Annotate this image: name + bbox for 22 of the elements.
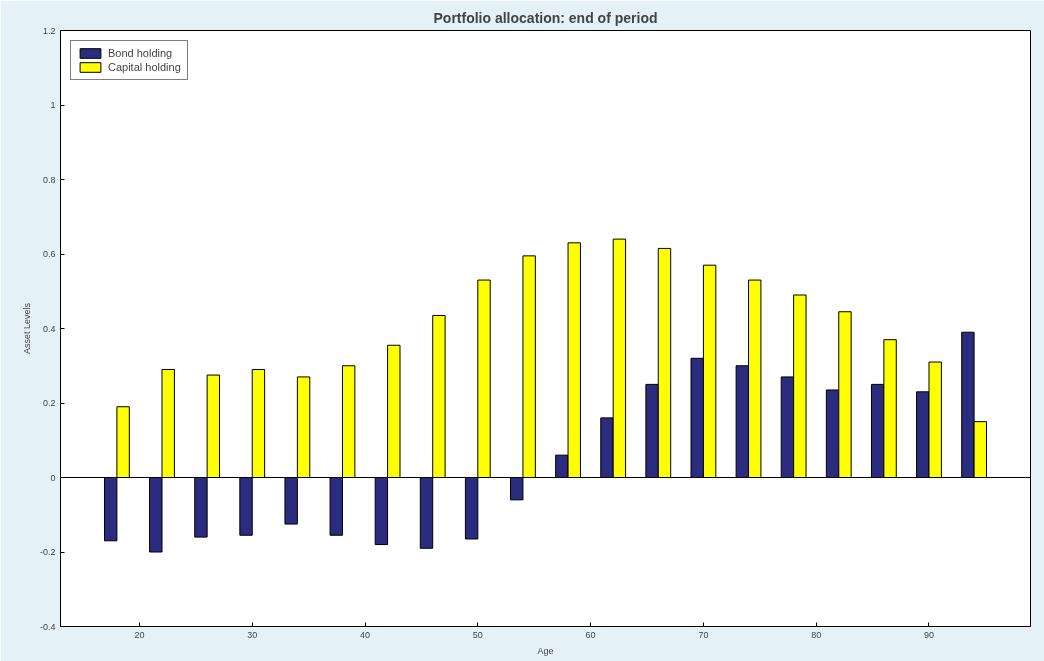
x-tick-label: 50 (472, 629, 483, 640)
y-tick-label: 0.2 (42, 398, 56, 408)
x-tick-label: 40 (360, 629, 371, 640)
y-tick-label: 0.6 (42, 249, 56, 259)
y-tick-label: 0 (50, 472, 56, 483)
x-tick-label: 90 (923, 629, 934, 640)
x-tick-label: 60 (585, 629, 596, 640)
x-tick-label: 80 (811, 629, 822, 640)
x-axis-title: Age (537, 645, 554, 656)
y-tick-label: -0.2 (39, 547, 56, 557)
x-tick-label: 30 (247, 629, 258, 640)
y-tick-label: 1.2 (42, 25, 56, 36)
y-tick-label: 0.8 (42, 174, 56, 185)
x-tick-label: 70 (698, 629, 709, 640)
legend-label: Capital holding (108, 61, 181, 73)
y-tick-label: 1 (50, 100, 56, 110)
y-tick-label: 0.4 (42, 323, 56, 334)
y-tick-label: -0.4 (39, 621, 56, 632)
y-axis-title: Asset Levels (21, 302, 32, 355)
x-tick-label: 20 (134, 629, 145, 640)
legend-label: Bond holding (108, 47, 173, 59)
chart-title: Portfolio allocation: end of period (433, 9, 658, 26)
